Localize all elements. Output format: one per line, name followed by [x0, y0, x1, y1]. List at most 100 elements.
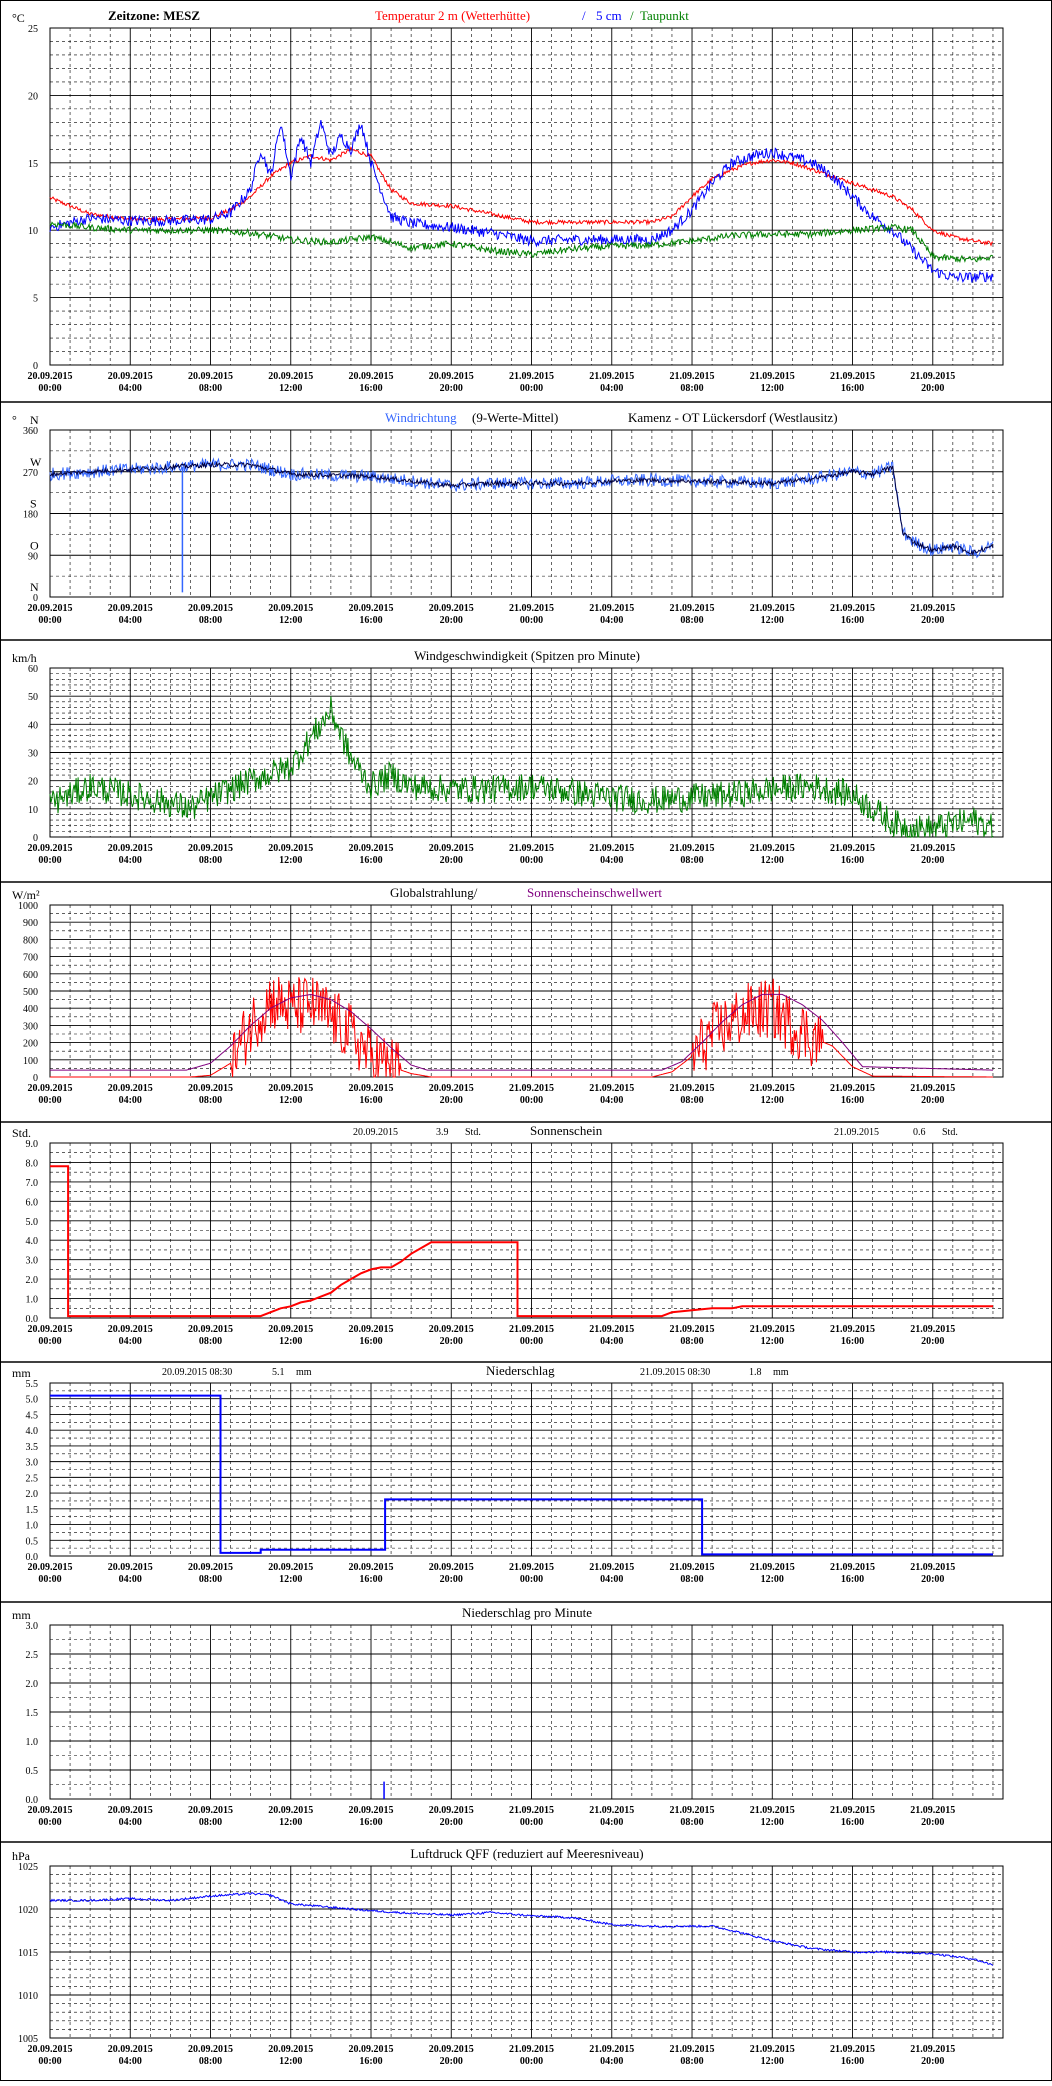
x-tick-time: 20:00	[440, 2056, 463, 2067]
x-tick-date: 20.09.2015	[349, 1324, 394, 1335]
y-tick-label: 90	[28, 551, 38, 562]
x-tick-date: 21.09.2015	[910, 1805, 955, 1816]
y-tick-label: 50	[28, 692, 38, 703]
x-tick-date: 21.09.2015	[589, 603, 634, 614]
y-tick-label: 5.0	[26, 1217, 39, 1228]
x-tick-time: 00:00	[520, 1336, 543, 1347]
x-tick-time: 04:00	[119, 1336, 142, 1347]
y-tick-label: 3.5	[26, 1442, 39, 1453]
chart-header-text: mm	[296, 1367, 312, 1378]
x-tick-date: 21.09.2015	[910, 1083, 955, 1094]
series-line	[49, 457, 994, 559]
y-tick-label: 2.5	[26, 1473, 39, 1484]
x-tick-date: 20.09.2015	[268, 1083, 313, 1094]
x-tick-date: 20.09.2015	[188, 1562, 233, 1573]
x-tick-time: 20:00	[440, 1817, 463, 1828]
y-tick-label: 700	[23, 953, 38, 964]
x-tick-time: 12:00	[279, 2056, 302, 2067]
compass-label: S	[30, 497, 37, 511]
y-tick-label: 360	[23, 426, 38, 437]
x-tick-date: 21.09.2015	[830, 1083, 875, 1094]
series-precip-0	[50, 1394, 993, 1556]
x-tick-time: 12:00	[761, 2056, 784, 2067]
x-tick-time: 00:00	[38, 1574, 61, 1585]
x-tick-time: 16:00	[359, 2056, 382, 2067]
compass-label: N	[30, 580, 39, 594]
x-tick-date: 20.09.2015	[108, 2044, 153, 2055]
y-unit-label: mm	[12, 1608, 31, 1622]
y-tick-label: 2.0	[26, 1275, 39, 1286]
y-tick-label: 30	[28, 749, 38, 760]
x-tick-date: 21.09.2015	[830, 1562, 875, 1573]
y-tick-label: 10	[28, 226, 38, 237]
chart-header-text: 0.6	[913, 1127, 926, 1138]
x-tick-time: 08:00	[199, 855, 222, 866]
x-tick-date: 20.09.2015	[28, 2044, 73, 2055]
x-tick-time: 04:00	[600, 1574, 623, 1585]
x-tick-date: 20.09.2015	[108, 1562, 153, 1573]
x-tick-time: 00:00	[38, 855, 61, 866]
x-tick-date: 20.09.2015	[429, 1083, 474, 1094]
x-tick-date: 21.09.2015	[589, 843, 634, 854]
x-tick-time: 16:00	[841, 1817, 864, 1828]
x-tick-time: 04:00	[119, 615, 142, 626]
x-tick-time: 16:00	[841, 1095, 864, 1106]
y-tick-label: 1010	[18, 1991, 38, 2002]
compass-label: O	[30, 538, 39, 552]
x-tick-date: 21.09.2015	[670, 843, 715, 854]
series-line	[49, 696, 994, 838]
chart-header-text: Taupunkt	[640, 8, 689, 23]
x-tick-date: 20.09.2015	[28, 1562, 73, 1573]
y-tick-label: 3.0	[26, 1621, 39, 1632]
y-tick-label: 2.0	[26, 1679, 39, 1690]
y-tick-label: 200	[23, 1039, 38, 1050]
x-tick-time: 20:00	[440, 1095, 463, 1106]
y-tick-label: 4.5	[26, 1410, 39, 1421]
x-tick-time: 12:00	[761, 1336, 784, 1347]
x-tick-time: 16:00	[359, 615, 382, 626]
x-tick-time: 12:00	[761, 383, 784, 394]
x-tick-date: 20.09.2015	[108, 371, 153, 382]
x-tick-date: 20.09.2015	[188, 843, 233, 854]
y-tick-label: 20	[28, 91, 38, 102]
x-tick-time: 00:00	[38, 1336, 61, 1347]
y-tick-label: 1.5	[26, 1708, 39, 1719]
y-tick-label: 5.0	[26, 1395, 39, 1406]
x-tick-date: 21.09.2015	[910, 371, 955, 382]
x-tick-date: 20.09.2015	[349, 1805, 394, 1816]
y-tick-label: 5	[33, 294, 38, 305]
x-tick-time: 16:00	[841, 1336, 864, 1347]
x-tick-time: 00:00	[520, 1817, 543, 1828]
y-tick-label: 0	[33, 833, 38, 844]
y-tick-label: 0.0	[26, 1314, 39, 1325]
y-unit-label: mm	[12, 1366, 31, 1380]
y-unit-label: Std.	[12, 1126, 31, 1140]
plot-frame	[49, 1865, 1004, 2039]
x-tick-date: 21.09.2015	[750, 2044, 795, 2055]
x-tick-date: 20.09.2015	[108, 843, 153, 854]
chart-header-text: 20.09.2015	[353, 1127, 398, 1138]
x-tick-date: 20.09.2015	[349, 1083, 394, 1094]
x-tick-time: 00:00	[520, 383, 543, 394]
y-unit-label: km/h	[12, 651, 37, 665]
y-tick-label: 1015	[18, 1948, 38, 1959]
x-tick-time: 20:00	[440, 615, 463, 626]
y-tick-label: 0.5	[26, 1536, 39, 1547]
x-tick-time: 20:00	[921, 1817, 944, 1828]
x-tick-time: 20:00	[921, 615, 944, 626]
x-tick-date: 21.09.2015	[910, 843, 955, 854]
x-tick-date: 20.09.2015	[268, 843, 313, 854]
x-tick-date: 20.09.2015	[429, 603, 474, 614]
x-tick-date: 21.09.2015	[750, 843, 795, 854]
y-tick-label: 9.0	[26, 1139, 39, 1150]
x-tick-time: 08:00	[680, 855, 703, 866]
chart-header-text: Globalstrahlung/	[390, 885, 478, 900]
x-tick-date: 20.09.2015	[268, 371, 313, 382]
chart-header-text: Std.	[465, 1127, 481, 1138]
chart-panel-sun: 0.01.02.03.04.05.06.07.08.09.0Std.20.09.…	[0, 1121, 1052, 1347]
x-tick-time: 16:00	[841, 615, 864, 626]
x-tick-time: 08:00	[680, 1574, 703, 1585]
chart-panel-dir: 360270180900NWSON°20.09.201500:0020.09.2…	[0, 401, 1052, 626]
x-tick-date: 20.09.2015	[108, 1083, 153, 1094]
